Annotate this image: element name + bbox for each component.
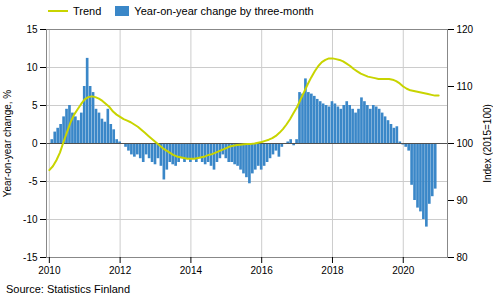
svg-text:100: 100 <box>457 138 474 149</box>
svg-text:120: 120 <box>457 24 474 35</box>
svg-text:15: 15 <box>26 24 38 35</box>
svg-text:110: 110 <box>457 81 473 92</box>
html-text:Source: Statistics Finland: Source: Statistics Finland <box>6 283 131 295</box>
html-text:Year-on-year change by three-m: Year-on-year change by three-month <box>134 5 314 17</box>
svg-text:2010: 2010 <box>38 265 61 276</box>
svg-text:5: 5 <box>32 100 38 111</box>
svg-text:2018: 2018 <box>321 265 344 276</box>
svg-text:0: 0 <box>32 138 38 149</box>
svg-text:-5: -5 <box>29 176 38 187</box>
svg-text:2014: 2014 <box>180 265 203 276</box>
svg-text:2020: 2020 <box>392 265 415 276</box>
svg-text:2012: 2012 <box>109 265 132 276</box>
svg-text:2016: 2016 <box>251 265 274 276</box>
svg-text:Index (2015=100): Index (2015=100) <box>482 104 493 183</box>
svg-text:Year-on-year change, %: Year-on-year change, % <box>2 90 13 198</box>
svg-text:90: 90 <box>457 195 469 206</box>
svg-text:-10: -10 <box>23 214 38 225</box>
svg-text:10: 10 <box>26 62 38 73</box>
html-text:Trend: Trend <box>73 5 102 17</box>
svg-text:-15: -15 <box>23 252 38 263</box>
svg-text:80: 80 <box>457 252 469 263</box>
